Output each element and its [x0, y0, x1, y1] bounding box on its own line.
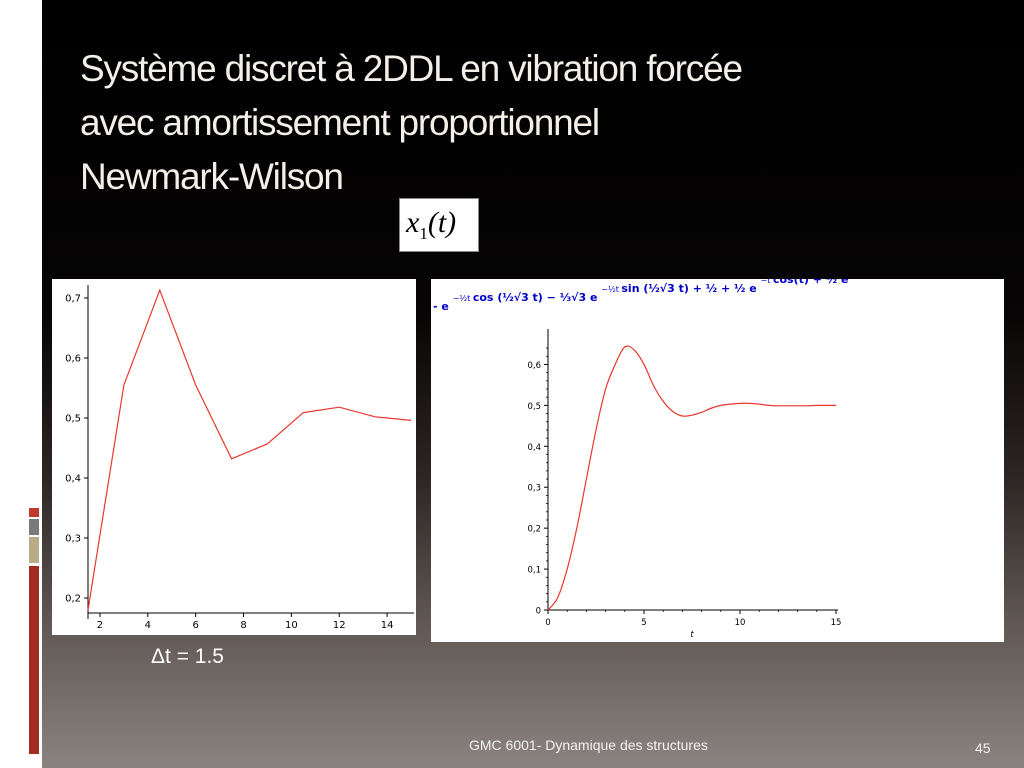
- slide-title: Système discret à 2DDL en vibration forc…: [80, 42, 860, 204]
- title-line-3: Newmark-Wilson: [80, 156, 344, 197]
- chart-left-x-tick-label: 4: [145, 620, 151, 631]
- formula-token: −t: [761, 279, 773, 285]
- formula-token: ½: [706, 282, 721, 295]
- formula-token: e: [749, 282, 760, 295]
- analytic-formula: - e −½t cos (½√3 t) − ⅓√3 e −½t sin (½√3…: [433, 279, 898, 313]
- chart-right-series-line: [547, 345, 836, 611]
- formula-token: sin: [621, 282, 643, 295]
- title-line-2: avec amortissement proportionnel: [80, 102, 600, 143]
- formula-token: cos(t): [773, 279, 813, 286]
- chart-left-x-tick-label: 14: [381, 620, 394, 631]
- formula-token: +: [813, 279, 826, 286]
- chart-left-y-tick-label: 0,5: [65, 414, 81, 425]
- dt-label: Δt = 1.5: [151, 645, 224, 668]
- formula-x1: x1(t): [406, 206, 457, 243]
- chart-left-series-line: [87, 288, 412, 611]
- chart-right-x-tick-label: 15: [831, 618, 842, 628]
- formula-token: −½t: [453, 294, 473, 303]
- rail-bar-gray: [29, 519, 39, 535]
- chart-left-x-tick-label: 12: [333, 620, 346, 631]
- chart-left-x-tick-label: 10: [285, 620, 298, 631]
- chart-right-y-tick-label: 0,3: [527, 484, 541, 494]
- formula-token: +: [693, 282, 706, 295]
- formula-token: −½t: [601, 285, 621, 294]
- formula-token: +: [721, 282, 734, 295]
- chart-left-svg: 0,2 0,3 0,4 0,5 0,6 0,7 2 4 6 8 10 12 14: [65, 285, 414, 631]
- formula-x1-box: x1(t): [399, 198, 479, 252]
- chart-right-x-axis-label: t: [690, 630, 694, 640]
- chart-left-y-tick-label: 0,3: [65, 534, 81, 545]
- chart-right-y-tick-label: 0,5: [527, 402, 541, 412]
- left-rail: [0, 0, 42, 768]
- chart-right-y-tick-label: 0,6: [527, 361, 541, 371]
- formula-token: ½: [734, 282, 749, 295]
- chart-left-y-tick-label: 0,7: [65, 294, 81, 305]
- chart-left-x-tick-label: 8: [240, 620, 246, 631]
- formula-token: (½√3 t): [497, 291, 546, 304]
- chart-left-y-tick-label: 0,4: [65, 474, 81, 485]
- chart-left-y-tick-label: 0,6: [65, 354, 81, 365]
- chart-right-x-tick-label: 5: [641, 618, 646, 628]
- chart-left-y-tick-label: 0,2: [65, 594, 81, 605]
- formula-token: ⅓√3: [560, 291, 590, 304]
- chart-right-y-tick-label: 0,1: [527, 566, 541, 576]
- rail-bar-tan: [29, 537, 39, 563]
- formula-token: -: [433, 300, 441, 313]
- formula-token: e: [590, 291, 601, 304]
- chart-right-y-tick-label: 0,2: [527, 525, 541, 535]
- rail-bar-dark-red: [29, 566, 39, 754]
- chart-left-x-tick-label: 6: [192, 620, 198, 631]
- chart-right-svg: 0 0,1 0,2 0,3 0,4 0,5 0,6 0 5 10 15 t - e −½t cos (…: [433, 264, 898, 640]
- chart-right-y-tick-label: 0,4: [527, 443, 541, 453]
- chart-left-x-tick-label: 2: [97, 620, 103, 631]
- chart-right-x-tick-label: 10: [735, 618, 746, 628]
- formula-token: −: [547, 291, 560, 304]
- footer-course: GMC 6001- Dynamique des structures: [469, 737, 708, 753]
- formula-token: e: [841, 279, 852, 286]
- formula-token: cos: [473, 291, 497, 304]
- formula-token: e: [441, 300, 452, 313]
- title-line-1: Système discret à 2DDL en vibration forc…: [80, 48, 743, 89]
- chart-right-y-tick-label: 0: [536, 607, 541, 617]
- plot-newmark-wilson: 0,2 0,3 0,4 0,5 0,6 0,7 2 4 6 8 10 12 14: [52, 279, 416, 635]
- page-number: 45: [975, 740, 991, 756]
- formula-token: ½: [826, 279, 841, 286]
- formula-token: (½√3 t): [643, 282, 692, 295]
- chart-right-x-tick-label: 0: [545, 618, 550, 628]
- plot-analytical: 0 0,1 0,2 0,3 0,4 0,5 0,6 0 5 10 15 t - e −½t cos (…: [431, 264, 1004, 642]
- rail-bar-red: [29, 508, 39, 517]
